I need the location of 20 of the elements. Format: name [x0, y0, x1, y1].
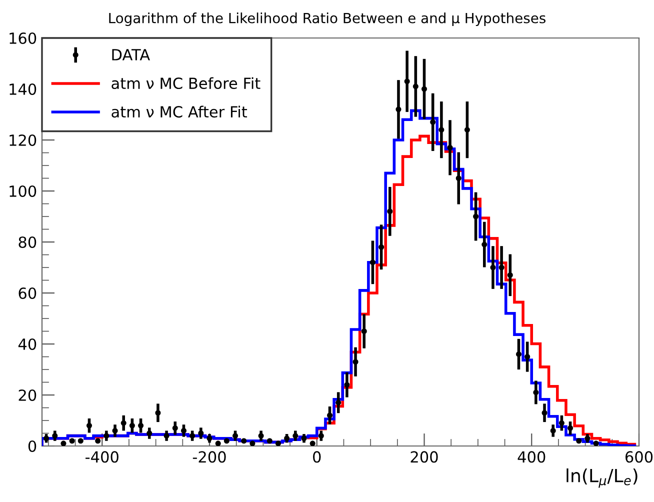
y-tick-label: 100 — [10, 185, 36, 198]
legend-label: DATA — [112, 49, 150, 60]
y-tick-label: 20 — [18, 389, 36, 402]
x-tick-label: 200 — [410, 451, 438, 463]
y-tick-label: 80 — [18, 236, 36, 248]
x-tick-label: -400 — [86, 451, 118, 463]
chart-title: Logarithm of the Likelihood Ratio Between e and μ Hypotheses — [109, 12, 546, 26]
x-tick-label: 600 — [625, 451, 653, 463]
x-tick-label: 0 — [313, 451, 321, 463]
legend-label: atm ν MC Before Fit — [112, 77, 260, 90]
y-tick-label: 40 — [18, 338, 36, 350]
y-tick-label: 60 — [18, 287, 36, 300]
y-tick-label: 0 — [28, 440, 36, 452]
y-tick-label: 160 — [10, 32, 36, 44]
x-axis-title: ln(L$_{μ}$/L$_{e}$) — [566, 468, 638, 488]
y-tick-label: 140 — [10, 83, 36, 96]
x-tick-label: 400 — [518, 451, 546, 463]
x-tick-label: -200 — [192, 451, 226, 463]
legend-label: atm ν MC After Fit — [112, 106, 248, 118]
y-tick-label: 120 — [10, 134, 36, 146]
